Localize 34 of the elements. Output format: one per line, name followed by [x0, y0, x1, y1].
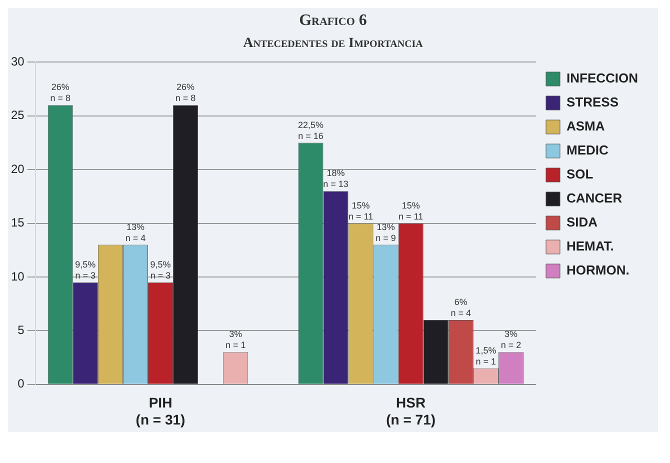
data-label: 26% n = 8 [175, 82, 196, 104]
y-tick-label: 0 [18, 376, 25, 391]
chart-subtitle: Antecedentes de Importancia [242, 36, 424, 52]
y-tick-label: 5 [18, 323, 25, 338]
data-label: 1,5% n = 1 [476, 345, 496, 366]
chart-title: Grafico 6 [298, 11, 368, 30]
legend-label: STRESS [566, 94, 619, 110]
legend-label: ASMA [566, 118, 606, 134]
x-tick-label: HSR (n = 71) [386, 394, 436, 428]
x-tick-label: PIH (n = 31) [136, 394, 186, 428]
data-label: 15% n = 11 [398, 200, 424, 222]
data-label: 22,5% n = 16 [298, 120, 324, 141]
y-tick-label: 20 [10, 162, 25, 176]
y-tick-label: 15 [10, 216, 25, 230]
data-label: 9,5% n = 3 [75, 259, 96, 280]
legend-label: MEDIC [566, 142, 609, 158]
data-label: 3% n = 1 [225, 329, 246, 350]
legend-label: INFECCION [566, 70, 638, 86]
legend-label: SOL [566, 166, 594, 182]
data-label: 13% n = 9 [376, 222, 396, 243]
legend-label: HEMAT. [566, 238, 614, 254]
y-tick-label: 30 [10, 54, 25, 69]
data-label: 6% n = 4 [450, 296, 472, 318]
data-label: 26% n = 8 [50, 82, 71, 104]
data-label: 15% n = 11 [348, 200, 374, 222]
data-label: 3% n = 2 [500, 329, 522, 350]
data-label: 9,5% n = 3 [150, 259, 171, 280]
legend-label: CANCER [566, 190, 623, 206]
data-label: 18% n = 13 [323, 168, 348, 190]
y-tick-label: 25 [10, 108, 25, 122]
data-label: 13% n = 4 [125, 222, 146, 243]
legend-label: SIDA [566, 214, 598, 230]
legend-label: HORMON. [566, 262, 630, 278]
y-tick-label: 10 [10, 269, 25, 284]
